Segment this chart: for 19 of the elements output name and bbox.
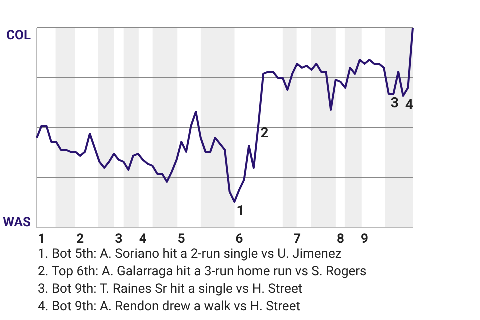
x-tick-label: 7 — [294, 232, 302, 247]
annotation: 2 — [260, 126, 269, 142]
x-tick-label: 2 — [76, 232, 84, 247]
text: WAS — [3, 216, 31, 231]
text: 3. Bot 9th: T. Raines Sr hit a single vs H. Street — [38, 282, 303, 297]
x-tick-label: 5 — [178, 232, 186, 247]
text: COL — [6, 28, 31, 44]
x-tick-label: 3 — [115, 232, 123, 247]
x-tick-label: 4 — [139, 232, 148, 247]
x-tick-label: 6 — [236, 232, 244, 247]
annotation: 3 — [390, 96, 399, 112]
x-tick-label: 9 — [361, 232, 369, 247]
annotation: 4 — [405, 98, 414, 114]
annotation: 1 — [236, 204, 245, 220]
text: 2. Top 6th: A. Galarraga hit a 3-run home run vs S. Rogers — [38, 264, 368, 280]
text: 4. Bot 9th: A. Rendon drew a walk vs H. Street — [38, 300, 300, 314]
x-tick-label: 8 — [336, 232, 344, 247]
text: 1. Bot 5th: A. Soriano hit a 2-run single vs U. Jimenez — [38, 247, 342, 262]
x-tick-label: 1 — [38, 232, 46, 247]
